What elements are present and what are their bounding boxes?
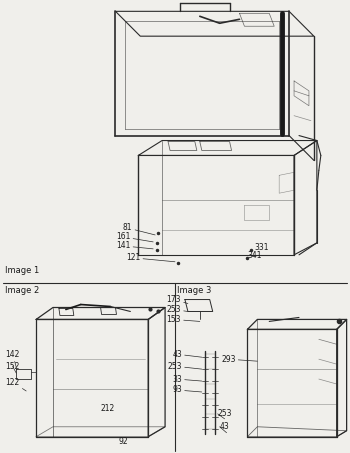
Text: 93: 93 (172, 386, 202, 395)
Text: 253: 253 (167, 305, 188, 314)
Text: 43: 43 (172, 350, 202, 359)
Text: 141: 141 (116, 241, 153, 251)
Text: 121: 121 (126, 253, 175, 262)
Text: 33: 33 (172, 375, 202, 384)
Text: 153: 153 (167, 315, 200, 324)
Text: 142: 142 (5, 350, 20, 367)
Text: 331: 331 (254, 243, 269, 252)
Text: 253: 253 (218, 410, 232, 418)
Text: 161: 161 (116, 232, 153, 242)
Text: 341: 341 (247, 251, 262, 260)
Text: 212: 212 (100, 405, 115, 414)
Text: Image 3: Image 3 (177, 286, 211, 294)
Text: 152: 152 (5, 361, 20, 373)
Text: 122: 122 (5, 377, 26, 391)
Text: 253: 253 (167, 361, 202, 371)
Text: 92: 92 (118, 437, 128, 446)
Text: Image 2: Image 2 (5, 286, 40, 294)
Text: 173: 173 (167, 295, 188, 304)
Text: 81: 81 (123, 223, 155, 235)
Text: Image 1: Image 1 (5, 266, 40, 275)
Text: 293: 293 (221, 355, 257, 364)
Text: 43: 43 (220, 422, 229, 431)
